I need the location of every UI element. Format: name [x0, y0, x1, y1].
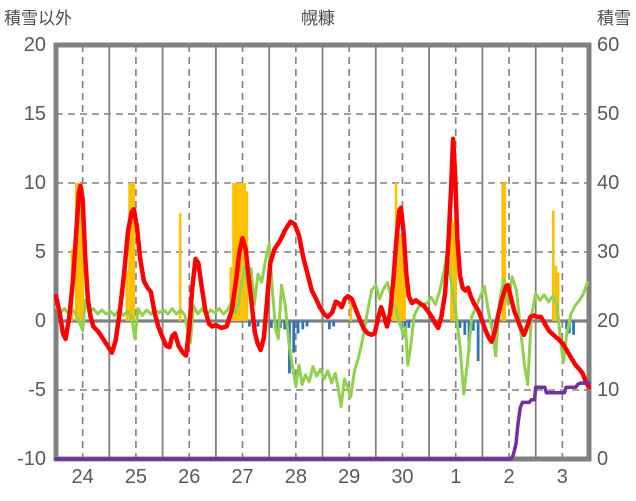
purple-line: [54, 381, 591, 461]
blue-bars: [269, 321, 273, 328]
x-axis-tick: 2: [503, 466, 515, 488]
orange-bars: [349, 303, 353, 321]
orange-bars: [556, 272, 560, 321]
blue-bars: [463, 321, 467, 335]
orange-bars: [396, 234, 400, 321]
orange-bars: [401, 234, 404, 321]
orange-bars: [551, 210, 555, 321]
right-axis-tick: 50: [597, 103, 620, 125]
orange-bars: [125, 271, 129, 321]
blue-bars: [565, 321, 569, 330]
blue-bars: [292, 321, 296, 353]
x-axis-tick: 3: [556, 466, 568, 488]
right-axis-tick: 0: [597, 448, 609, 470]
orange-bars: [503, 183, 507, 321]
left-axis-tick: 20: [23, 34, 46, 56]
left-axis-tick: 15: [23, 103, 46, 125]
blue-bars: [458, 321, 462, 328]
blue-bars: [332, 321, 336, 327]
x-axis-tick: 24: [71, 466, 94, 488]
orange-bars: [79, 183, 82, 321]
green-line: [54, 242, 589, 409]
blue-bars: [296, 321, 300, 334]
blue-bars: [305, 321, 309, 327]
blue-bars: [256, 321, 260, 327]
x-axis-tick: 1: [450, 466, 462, 488]
orange-bars: [399, 234, 402, 321]
right-axis-tick: 30: [597, 241, 620, 263]
orange-bars: [130, 183, 133, 321]
x-axis-tick: 29: [338, 466, 361, 488]
right-axis-tick: 10: [597, 379, 620, 401]
chart-title: 幌糠: [301, 9, 335, 28]
x-axis-tick: 25: [124, 466, 148, 488]
x-axis-tick: 30: [391, 466, 414, 488]
blue-bars: [407, 321, 411, 328]
x-axis-tick: 26: [178, 466, 201, 488]
orange-bars: [501, 183, 504, 321]
orange-bars: [234, 183, 237, 321]
right-axis-tick: 60: [597, 34, 620, 56]
orange-bars: [403, 245, 406, 321]
orange-bars: [128, 183, 131, 321]
orange-bars: [554, 265, 558, 321]
orange-bars: [450, 217, 453, 321]
left-axis-tick: 5: [34, 241, 46, 263]
right-axis-tick: 20: [597, 310, 620, 332]
left-axis-tick: 0: [34, 310, 46, 332]
left-axis-title: 積雪以外: [4, 9, 72, 28]
orange-bars: [178, 213, 182, 321]
left-axis-tick: -10: [17, 448, 46, 470]
right-axis-tick: 40: [597, 172, 620, 194]
blue-bars: [283, 321, 287, 330]
x-axis-tick: 28: [284, 466, 307, 488]
blue-bars: [471, 321, 475, 331]
left-axis-tick: 10: [23, 172, 46, 194]
orange-bars: [77, 183, 80, 321]
orange-bars: [232, 183, 235, 321]
red-line: [53, 136, 592, 390]
orange-bars: [454, 231, 458, 321]
right-axis-title: 積雪: [597, 9, 631, 28]
orange-bars: [229, 267, 233, 321]
blue-bars: [476, 321, 480, 362]
orange-bars: [81, 187, 84, 321]
left-axis-tick: -5: [28, 379, 46, 401]
blue-bars: [328, 321, 331, 330]
blue-bars: [572, 321, 575, 335]
orange-bars: [241, 183, 244, 321]
x-axis-tick: 27: [231, 466, 254, 488]
orange-bars: [452, 221, 455, 321]
blue-bars: [301, 321, 305, 330]
orange-bars: [132, 183, 136, 321]
blue-bars: [248, 321, 251, 327]
